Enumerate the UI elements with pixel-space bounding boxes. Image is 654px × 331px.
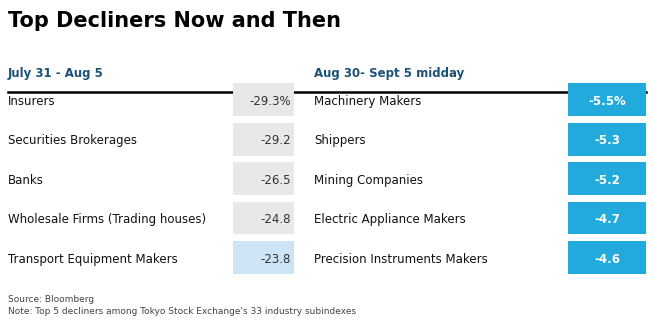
Text: Wholesale Firms (Trading houses): Wholesale Firms (Trading houses) (8, 213, 206, 226)
FancyBboxPatch shape (568, 83, 646, 116)
Text: -26.5: -26.5 (261, 174, 291, 187)
Text: Transport Equipment Makers: Transport Equipment Makers (8, 253, 178, 265)
FancyBboxPatch shape (233, 202, 294, 234)
Text: -4.6: -4.6 (594, 253, 620, 265)
Text: Aug 30- Sept 5 midday: Aug 30- Sept 5 midday (314, 67, 464, 80)
Text: Top Decliners Now and Then: Top Decliners Now and Then (8, 11, 341, 31)
Text: Mining Companies: Mining Companies (314, 174, 423, 187)
FancyBboxPatch shape (233, 162, 294, 195)
FancyBboxPatch shape (233, 241, 294, 274)
Text: -5.5%: -5.5% (588, 95, 626, 108)
FancyBboxPatch shape (233, 123, 294, 156)
Text: Electric Appliance Makers: Electric Appliance Makers (314, 213, 466, 226)
Text: Precision Instruments Makers: Precision Instruments Makers (314, 253, 488, 265)
Text: -5.3: -5.3 (594, 134, 620, 147)
FancyBboxPatch shape (568, 123, 646, 156)
Text: -29.3%: -29.3% (250, 95, 291, 108)
FancyBboxPatch shape (568, 162, 646, 195)
FancyBboxPatch shape (233, 83, 294, 116)
FancyBboxPatch shape (568, 241, 646, 274)
Text: Securities Brokerages: Securities Brokerages (8, 134, 137, 147)
Text: Machinery Makers: Machinery Makers (314, 95, 421, 108)
Text: -4.7: -4.7 (594, 213, 620, 226)
Text: Insurers: Insurers (8, 95, 56, 108)
Text: -24.8: -24.8 (261, 213, 291, 226)
Text: -5.2: -5.2 (594, 174, 620, 187)
Text: July 31 - Aug 5: July 31 - Aug 5 (8, 67, 104, 80)
Text: Shippers: Shippers (314, 134, 366, 147)
Text: -23.8: -23.8 (261, 253, 291, 265)
Text: -29.2: -29.2 (260, 134, 291, 147)
FancyBboxPatch shape (568, 202, 646, 234)
Text: Source: Bloomberg
Note: Top 5 decliners among Tokyo Stock Exchange's 33 industry: Source: Bloomberg Note: Top 5 decliners … (8, 295, 356, 316)
Text: Banks: Banks (8, 174, 44, 187)
